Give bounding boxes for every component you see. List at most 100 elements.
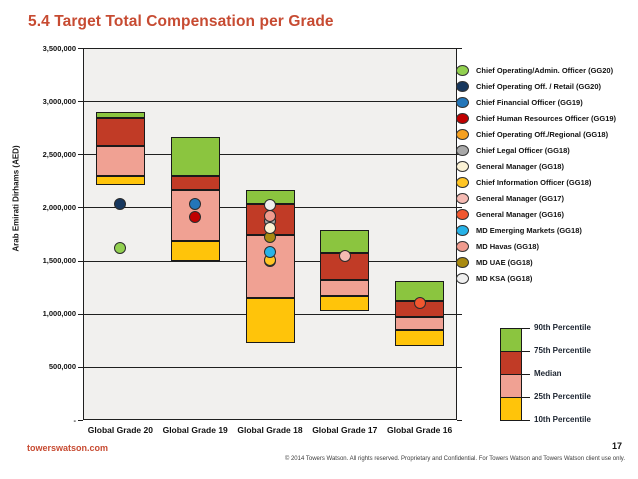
page-number: 17 [611, 441, 622, 451]
percentile-band [170, 241, 220, 261]
legend-dot [456, 272, 469, 284]
gridline [83, 154, 457, 156]
y-tick-label: 1,000,000 [42, 309, 76, 319]
percentile-band [245, 297, 295, 344]
legend-dot [456, 112, 469, 124]
legend-dot [456, 176, 469, 188]
y-axis-tick [78, 48, 83, 49]
position-marker-dot [264, 221, 276, 234]
y-tick-label: 1,500,000 [42, 256, 76, 266]
percentile-band [170, 137, 220, 176]
legend-dot [456, 144, 469, 156]
legend-item-label: MD UAE (GG18) [476, 257, 533, 267]
y-axis-tick [78, 420, 83, 421]
y-axis-tick-right [457, 366, 462, 368]
percentile-band [320, 279, 370, 296]
percentile-key-leader-line [521, 374, 530, 375]
position-marker-dot [338, 250, 351, 263]
legend-item: MD Havas (GG18) [456, 238, 616, 254]
gridline [83, 366, 457, 368]
legend: Chief Operating/Admin. Officer (GG20) Chi… [456, 62, 616, 286]
y-tick-label: 500,000 [48, 362, 76, 372]
y-axis-tick [78, 260, 83, 262]
legend-item-label: Chief Human Resources Officer (GG19) [476, 113, 617, 123]
legend-dot [456, 128, 469, 140]
legend-item-label: Chief Legal Officer (GG18) [476, 145, 570, 155]
percentile-key-label: Median [534, 369, 562, 378]
percentile-band [95, 175, 145, 186]
legend-dot [456, 192, 469, 204]
legend-item-label: MD KSA (GG18) [476, 273, 533, 283]
y-axis-tick [78, 366, 83, 368]
percentile-key-label: 90th Percentile [534, 323, 591, 332]
legend-dot [456, 96, 469, 108]
x-axis-label: Global Grade 18 [237, 425, 303, 435]
legend-item: Chief Operating Off. / Retail (GG20) [456, 78, 616, 94]
legend-item: General Manager (GG16) [456, 206, 616, 222]
percentile-band [320, 295, 370, 311]
y-tick-label: 3,000,000 [42, 96, 76, 106]
legend-item: MD KSA (GG18) [456, 270, 616, 286]
position-marker-dot [114, 241, 127, 254]
legend-item: General Manager (GG17) [456, 190, 616, 206]
x-axis-label: Global Grade 17 [312, 425, 378, 435]
y-tick-label: 2,500,000 [42, 149, 76, 159]
percentile-key-leader-line [521, 351, 530, 352]
legend-item-label: Chief Operating Off./Regional (GG18) [476, 129, 609, 139]
legend-dot [456, 160, 469, 172]
position-marker-dot [189, 198, 202, 211]
legend-item-label: General Manager (GG18) [476, 161, 564, 171]
x-axis-label: Global Grade 20 [87, 425, 153, 435]
legend-item: General Manager (GG18) [456, 158, 616, 174]
copyright-text: © 2014 Towers Watson. All rights reserve… [284, 456, 625, 462]
position-marker-dot [264, 209, 276, 222]
legend-dot [456, 208, 469, 220]
legend-item-label: Chief Financial Officer (GG19) [476, 97, 583, 107]
y-axis-tick-right [457, 207, 462, 209]
y-axis-tick-right [457, 313, 462, 315]
legend-item: Chief Information Officer (GG18) [456, 174, 616, 190]
y-tick-label: 3,500,000 [42, 43, 76, 53]
percentile-key-band [500, 328, 522, 352]
legend-item-label: General Manager (GG16) [476, 209, 564, 219]
legend-item-label: MD Emerging Markets (GG18) [476, 225, 582, 235]
percentile-key-label: 75th Percentile [534, 346, 591, 355]
legend-item-label: Chief Information Officer (GG18) [476, 177, 592, 187]
legend-item: Chief Operating Off./Regional (GG18) [456, 126, 616, 142]
y-axis-tick [78, 101, 83, 103]
percentile-band [395, 316, 445, 330]
percentile-key-leader-line [521, 420, 530, 421]
x-axis-label: Global Grade 19 [162, 425, 228, 435]
legend-item: MD Emerging Markets (GG18) [456, 222, 616, 238]
legend-item: Chief Legal Officer (GG18) [456, 142, 616, 158]
legend-item: Chief Financial Officer (GG19) [456, 94, 616, 110]
percentile-band [170, 175, 220, 191]
position-marker-dot [114, 198, 127, 211]
slide-title: 5.4 Target Total Compensation per Grade [28, 13, 334, 30]
y-axis-tick [78, 207, 83, 209]
position-marker-dot [264, 246, 276, 259]
legend-item-label: Chief Operating Off. / Retail (GG20) [476, 81, 602, 91]
position-marker-dot [264, 199, 276, 212]
percentile-band [95, 118, 145, 146]
footer-site-link: towerswatson.com [27, 443, 109, 453]
percentile-key-leader-line [521, 328, 530, 329]
legend-dot [456, 64, 469, 76]
y-tick-label: - [73, 415, 77, 425]
position-marker-dot [413, 297, 426, 310]
y-axis-tick [78, 313, 83, 315]
legend-item: Chief Human Resources Officer (GG19) [456, 110, 616, 126]
percentile-band [395, 329, 445, 346]
percentile-band [95, 111, 145, 119]
legend-item: Chief Operating/Admin. Officer (GG20) [456, 62, 616, 78]
legend-dot [456, 224, 469, 236]
percentile-key-leader-line [521, 397, 530, 398]
y-axis-tick [78, 154, 83, 156]
percentile-band [95, 145, 145, 176]
percentile-key-band [500, 351, 522, 375]
x-axis-label: Global Grade 16 [386, 425, 453, 435]
gridline [83, 101, 457, 103]
y-axis-tick-right [457, 48, 462, 49]
y-tick-label: 2,000,000 [42, 202, 76, 212]
